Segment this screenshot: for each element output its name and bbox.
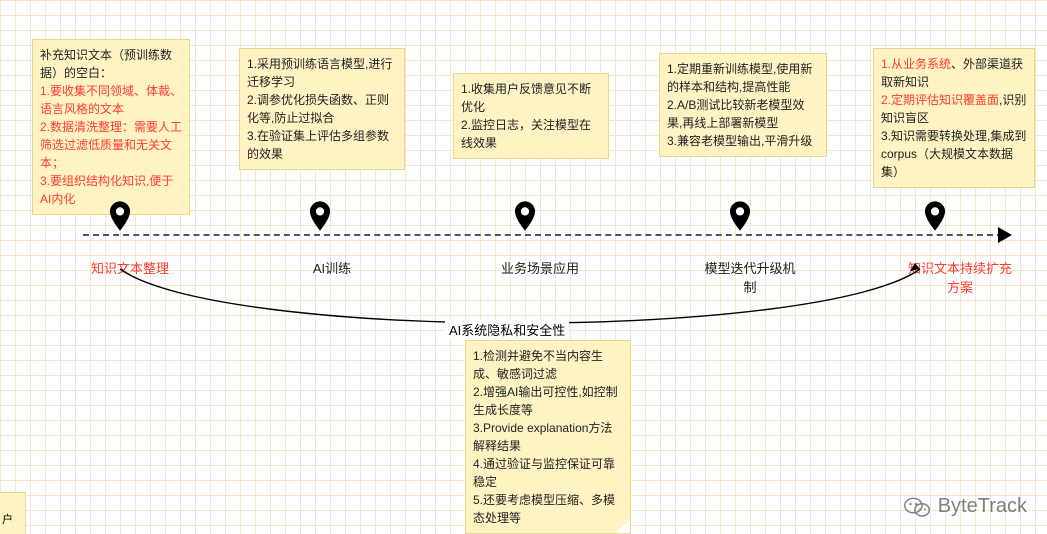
note-line: 1.收集用户反馈意见不断优化: [461, 80, 601, 116]
timeline-arrowhead-icon: [998, 227, 1012, 243]
note-line: 补充知识文本（预训练数据）的空白：: [40, 46, 182, 82]
watermark: ByteTrack: [904, 495, 1027, 518]
note-line: 3.在验证集上评估多组参数的效果: [247, 127, 397, 163]
note-line: 4.通过验证与监控保证可靠稳定: [473, 455, 623, 491]
note-business-scenario: 1.收集用户反馈意见不断优化 2.监控日志，关注模型在线效果: [453, 73, 609, 159]
note-line: 2.A/B测试比较新老模型效果,再线上部署新模型: [667, 96, 819, 132]
map-pin-icon: [729, 201, 751, 231]
note-line: 1.检测并避免不当内容生成、敏感词过滤: [473, 347, 623, 383]
note-line: 2.定期评估知识覆盖面,识别知识盲区: [881, 91, 1027, 127]
timeline-label: AI训练: [302, 258, 362, 277]
note-line: 1.从业务系统、外部渠道获取新知识: [881, 55, 1027, 91]
map-pin-icon: [514, 201, 536, 231]
note-line: 2.监控日志，关注模型在线效果: [461, 116, 601, 152]
timeline-label: 知识文本持续扩充方案: [905, 258, 1015, 296]
note-line: 1.采用预训练语言模型,进行迁移学习: [247, 55, 397, 91]
note-line: 1.定期重新训练模型,使用新的样本和结构,提高性能: [667, 60, 819, 96]
note-ai-training: 1.采用预训练语言模型,进行迁移学习 2.调参优化损失函数、正则化等,防止过拟合…: [239, 48, 405, 170]
note-line: 3.Provide explanation方法解释结果: [473, 419, 623, 455]
note-line: 3.兼容老模型输出,平滑升级: [667, 132, 819, 150]
note-knowledge-expansion: 1.从业务系统、外部渠道获取新知识 2.定期评估知识覆盖面,识别知识盲区 3.知…: [873, 48, 1035, 188]
wechat-icon: [904, 496, 930, 518]
map-pin-icon: [109, 201, 131, 231]
note-line: 2.数据清洗整理：需要人工筛选过滤低质量和无关文本；: [40, 118, 182, 172]
note-knowledge-text: 补充知识文本（预训练数据）的空白： 1.要收集不同领域、体裁、语言风格的文本 2…: [32, 39, 190, 215]
note-line: 1.要收集不同领域、体裁、语言风格的文本: [40, 82, 182, 118]
map-pin-icon: [309, 201, 331, 231]
map-pin-icon: [924, 201, 946, 231]
curve-label: AI系统隐私和安全性: [445, 320, 569, 339]
watermark-text: ByteTrack: [938, 495, 1027, 518]
timeline-label: 模型迭代升级机制: [700, 258, 800, 296]
note-line: 2.增强AI输出可控性,如控制生成长度等: [473, 383, 623, 419]
note-line: 5.还要考虑模型压缩、多模态处理等: [473, 491, 623, 527]
corner-note-fragment: 户: [0, 492, 26, 534]
note-line: 3.知识需要转换处理,集成到corpus（大规模文本数据集）: [881, 127, 1027, 181]
timeline-label: 知识文本整理: [80, 258, 180, 277]
note-line: 2.调参优化损失函数、正则化等,防止过拟合: [247, 91, 397, 127]
timeline-axis: [83, 234, 1003, 236]
note-model-iteration: 1.定期重新训练模型,使用新的样本和结构,提高性能 2.A/B测试比较新老模型效…: [659, 53, 827, 157]
note-privacy-security: 1.检测并避免不当内容生成、敏感词过滤 2.增强AI输出可控性,如控制生成长度等…: [465, 340, 631, 534]
timeline-label: 业务场景应用: [490, 258, 590, 277]
